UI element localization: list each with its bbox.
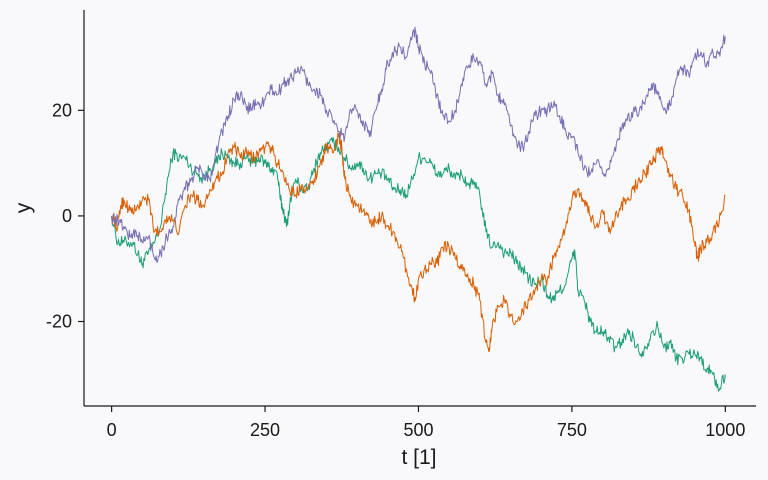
series-group	[111, 26, 726, 392]
plot-area	[111, 26, 726, 392]
x-tick-label: 250	[250, 420, 280, 440]
x-tick-label: 750	[557, 420, 587, 440]
x-tick-label: 0	[107, 420, 117, 440]
y-axis-ticks: -20 0 20	[46, 100, 84, 332]
series-line-2	[111, 132, 726, 353]
series-line-3	[111, 26, 726, 263]
y-tick-label: 20	[52, 100, 72, 120]
y-tick-label: 0	[62, 206, 72, 226]
y-axis-title: y	[12, 202, 35, 213]
x-axis-title: t [1]	[401, 446, 436, 469]
x-axis-ticks: 0 250 500 750 1000	[107, 406, 745, 440]
y-tick-label: -20	[46, 312, 72, 332]
x-tick-label: 1000	[705, 420, 745, 440]
x-tick-label: 500	[403, 420, 433, 440]
series-line-1	[111, 137, 726, 392]
